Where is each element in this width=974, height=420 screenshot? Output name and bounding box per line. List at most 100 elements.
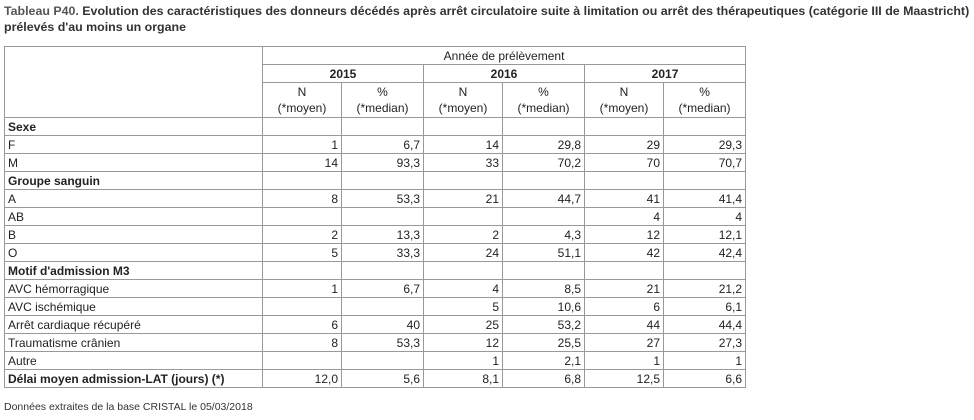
table-number: Tableau P40.	[4, 4, 79, 18]
count-cell: 8	[262, 333, 342, 352]
table-title: Tableau P40. Evolution des caractéristiq…	[4, 3, 970, 35]
percent-cell: 44,4	[662, 315, 747, 334]
percent-cell: 25,5	[502, 333, 585, 352]
empty-cell	[262, 117, 342, 136]
count-cell: 33	[423, 153, 503, 172]
percent-cell: 2,1	[502, 351, 585, 370]
empty-cell	[341, 261, 424, 280]
row-label: AB	[4, 207, 263, 226]
percent-cell: 12,1	[662, 225, 747, 244]
measure-header-line: (*moyen)	[277, 101, 327, 115]
empty-cell	[423, 261, 503, 280]
count-cell: 41	[584, 189, 664, 208]
table-row: B 2 13,3 2 4,3 12 12,1	[4, 225, 747, 244]
section-label: Motif d'admission M3	[4, 261, 263, 280]
percent-cell: 53,2	[502, 315, 585, 334]
percent-cell: 5,6	[341, 369, 424, 388]
summary-row: Délai moyen admission-LAT (jours) (*) 12,…	[4, 369, 747, 388]
table-row: M 14 93,3 33 70,2 70 70,7	[4, 153, 747, 172]
percent-cell: 29,3	[662, 135, 747, 154]
count-cell: 1	[262, 279, 342, 298]
percent-cell: 8,5	[502, 279, 585, 298]
count-cell	[262, 297, 342, 316]
row-label: Autre	[4, 351, 263, 370]
year-header-2017: 2017	[583, 64, 747, 83]
count-cell: 2	[423, 225, 503, 244]
section-row: Motif d'admission M3	[4, 261, 747, 280]
count-cell: 24	[423, 243, 503, 262]
count-cell	[262, 207, 342, 226]
empty-cell	[423, 171, 503, 190]
measure-header-pct: % (*median)	[341, 82, 424, 118]
count-cell: 29	[584, 135, 664, 154]
section-row: Groupe sanguin	[4, 171, 747, 190]
table-row: AB 4 4	[4, 207, 747, 226]
count-cell: 12,0	[262, 369, 342, 388]
table-row: O 5 33,3 24 51,1 42 42,4	[4, 243, 747, 262]
measure-header-line: (*median)	[356, 101, 409, 115]
percent-cell: 6,8	[502, 369, 585, 388]
count-cell: 1	[423, 351, 503, 370]
percent-cell: 10,6	[502, 297, 585, 316]
empty-cell	[423, 117, 503, 136]
measure-header-n: N (*moyen)	[262, 82, 342, 118]
header-row-measures: N (*moyen)% (*median) N (*moyen)% (*median) N (…	[5, 82, 747, 118]
year-header-2016: 2016	[423, 64, 585, 83]
empty-cell	[262, 171, 342, 190]
count-cell: 2	[262, 225, 342, 244]
percent-cell	[341, 207, 424, 226]
percent-cell	[502, 207, 585, 226]
table-row: Traumatisme crânien 8 53,3 12 25,5 27 27,3	[4, 333, 747, 352]
table-row: Arrêt cardiaque récupéré 6 40 25 53,2 44 44,4	[4, 315, 747, 334]
year-header-2015: 2015	[262, 64, 424, 83]
count-cell: 42	[584, 243, 664, 262]
empty-cell	[662, 117, 747, 136]
section-row: Sexe	[4, 117, 747, 136]
percent-cell: 13,3	[341, 225, 424, 244]
percent-cell	[341, 297, 424, 316]
empty-cell	[662, 171, 747, 190]
empty-cell	[662, 261, 747, 280]
percent-cell: 70,2	[502, 153, 585, 172]
count-cell: 5	[423, 297, 503, 316]
count-cell: 12	[423, 333, 503, 352]
percent-cell: 40	[341, 315, 424, 334]
empty-cell	[584, 117, 664, 136]
count-cell: 8,1	[423, 369, 503, 388]
percent-cell: 6,1	[662, 297, 747, 316]
empty-cell	[502, 171, 585, 190]
percent-cell: 33,3	[341, 243, 424, 262]
count-cell: 14	[262, 153, 342, 172]
count-cell: 12,5	[584, 369, 664, 388]
header-corner	[4, 46, 263, 118]
table-row: AVC hémorragique 1 6,7 4 8,5 21 21,2	[4, 279, 747, 298]
table-row: AVC ischémique 5 10,6 6 6,1	[4, 297, 747, 316]
count-cell: 4	[423, 279, 503, 298]
count-cell: 4	[584, 207, 664, 226]
percent-cell: 6,6	[662, 369, 747, 388]
percent-cell: 6,7	[341, 135, 424, 154]
percent-cell: 27,3	[662, 333, 747, 352]
count-cell: 70	[584, 153, 664, 172]
measure-header-line: %	[538, 85, 549, 99]
row-label: A	[4, 189, 263, 208]
percent-cell: 1	[662, 351, 747, 370]
count-cell: 1	[584, 351, 664, 370]
row-label: Traumatisme crânien	[4, 333, 263, 352]
row-label: Arrêt cardiaque récupéré	[4, 315, 263, 334]
count-cell: 5	[262, 243, 342, 262]
measure-header-line: %	[377, 85, 388, 99]
row-label: O	[4, 243, 263, 262]
percent-cell: 4,3	[502, 225, 585, 244]
year-group-header: Année de prélèvement	[261, 46, 747, 65]
measure-header-line: N	[297, 85, 307, 99]
count-cell: 21	[423, 189, 503, 208]
section-label: Groupe sanguin	[4, 171, 263, 190]
measure-header-line: %	[699, 85, 710, 99]
percent-cell: 53,3	[341, 333, 424, 352]
measure-header-line: (*moyen)	[438, 101, 488, 115]
measure-header-line: N	[458, 85, 468, 99]
percent-cell	[341, 351, 424, 370]
count-cell: 8	[262, 189, 342, 208]
percent-cell: 41,4	[662, 189, 747, 208]
